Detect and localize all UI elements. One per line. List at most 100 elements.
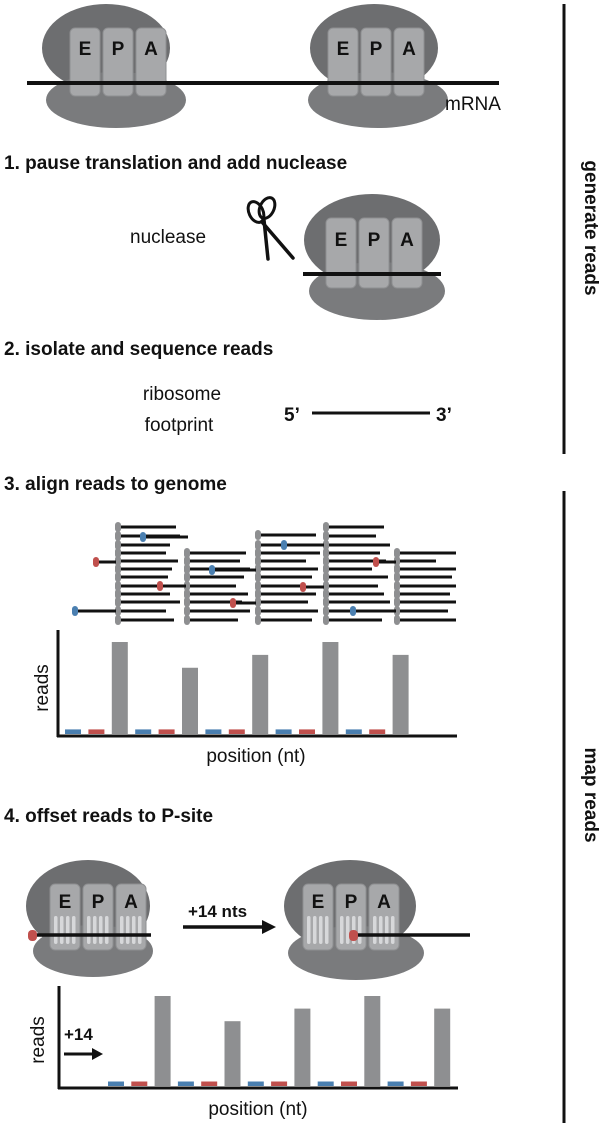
site-p-label: P xyxy=(368,230,381,251)
bar-7 xyxy=(247,1081,264,1086)
read-end-marker xyxy=(394,597,400,607)
read-end-marker xyxy=(115,556,121,566)
read-end-marker xyxy=(209,565,215,575)
read-end-marker xyxy=(115,589,121,599)
bar-2 xyxy=(88,729,105,734)
codon-stripe xyxy=(325,916,329,944)
codon-stripe xyxy=(105,916,109,944)
ribosome-before-offset: E P A xyxy=(26,860,153,977)
site-e-label: E xyxy=(337,39,350,60)
read-end-marker xyxy=(115,572,121,582)
read-end-marker xyxy=(323,597,329,607)
site-a-label: A xyxy=(402,39,416,60)
bar-11 xyxy=(299,729,315,734)
site-p-label: P xyxy=(370,39,383,60)
read-end-marker xyxy=(230,598,236,608)
codon-stripe xyxy=(391,916,395,944)
chart-1-y-label: reads xyxy=(32,664,53,712)
bar-5 xyxy=(158,729,175,734)
read-end-marker xyxy=(255,597,261,607)
site-a-label: A xyxy=(400,230,414,251)
read-end-marker xyxy=(115,615,121,625)
bar-4 xyxy=(177,1081,194,1086)
codon-stripe xyxy=(126,916,130,944)
map-section-label: map reads xyxy=(580,747,601,842)
codon-stripe xyxy=(54,916,58,944)
bar-3 xyxy=(111,642,128,734)
codon-stripe xyxy=(120,916,124,944)
read-end-marker xyxy=(394,572,400,582)
site-a-label: A xyxy=(377,892,391,913)
read-end-marker xyxy=(323,589,329,599)
footprint-label-1: ribosome xyxy=(143,384,221,405)
read-end-marker xyxy=(394,615,400,625)
read-end-marker xyxy=(184,564,190,574)
read-end-marker xyxy=(323,522,329,532)
read-end-marker xyxy=(323,564,329,574)
bar-14 xyxy=(410,1081,427,1086)
bar-10 xyxy=(317,1081,334,1086)
bar-11 xyxy=(341,1081,357,1086)
bar-9 xyxy=(252,654,269,734)
read-end-marker xyxy=(184,589,190,599)
read-end-marker xyxy=(281,540,287,550)
read-end-marker xyxy=(255,548,261,558)
step-4-title: 4. offset reads to P-site xyxy=(4,806,213,827)
codon-stripe xyxy=(313,916,317,944)
site-p-label: P xyxy=(112,39,125,60)
codon-stripe xyxy=(307,916,311,944)
mrna-label: mRNA xyxy=(445,94,501,115)
read-end-marker xyxy=(394,581,400,591)
read-end-marker xyxy=(115,606,121,616)
bar-4 xyxy=(135,729,152,734)
codon-stripe xyxy=(319,916,323,944)
codon-stripe xyxy=(385,916,389,944)
read-density-chart-2: reads position (nt) +14 xyxy=(28,986,458,1120)
read-end-marker xyxy=(184,556,190,566)
codon-stripe xyxy=(60,916,64,944)
codon-stripe xyxy=(99,916,103,944)
read-end-marker xyxy=(184,615,190,625)
read-density-chart-1: reads position (nt) xyxy=(32,630,457,767)
step-1-title: 1. pause translation and add nuclease xyxy=(4,153,347,174)
codon-stripe xyxy=(93,916,97,944)
chart-2-y-label: reads xyxy=(28,1016,49,1064)
read-end-marker xyxy=(140,532,146,542)
bar-14 xyxy=(369,729,386,734)
bar-12 xyxy=(364,996,381,1086)
ribosome-nuclease: E P A xyxy=(303,194,445,320)
read-end-marker xyxy=(323,548,329,558)
bar-8 xyxy=(271,1081,288,1086)
codon-stripe xyxy=(340,916,344,944)
site-a-label: A xyxy=(144,39,158,60)
bar-1 xyxy=(108,1081,124,1086)
bar-1 xyxy=(65,729,81,734)
generate-section-label: generate reads xyxy=(580,160,601,295)
bar-15 xyxy=(392,654,409,734)
bar-10 xyxy=(275,729,292,734)
offset-arrow-icon xyxy=(183,920,276,934)
step-2-title: 2. isolate and sequence reads xyxy=(4,339,273,360)
read-end-marker xyxy=(394,606,400,616)
bar-6 xyxy=(224,1021,241,1086)
read-end-marker xyxy=(300,582,306,592)
read-end-marker xyxy=(184,548,190,558)
codon-stripe xyxy=(379,916,383,944)
read-end-marker xyxy=(323,531,329,541)
read-end-marker xyxy=(255,564,261,574)
read-end-marker xyxy=(373,557,379,567)
codon-stripe xyxy=(87,916,91,944)
read-end-marker xyxy=(115,531,121,541)
read-end-marker xyxy=(184,572,190,582)
read-psite-marker xyxy=(349,930,358,941)
offset-label: +14 nts xyxy=(188,902,247,921)
ribosome-1-sites: E P A xyxy=(69,27,167,97)
bar-2 xyxy=(131,1081,148,1086)
bar-5 xyxy=(201,1081,218,1086)
codon-stripe xyxy=(132,916,136,944)
read-end-marker xyxy=(255,606,261,616)
read-end-marker xyxy=(323,540,329,550)
codon-stripe xyxy=(358,916,362,944)
read-end-marker xyxy=(323,556,329,566)
read-end-marker xyxy=(255,540,261,550)
